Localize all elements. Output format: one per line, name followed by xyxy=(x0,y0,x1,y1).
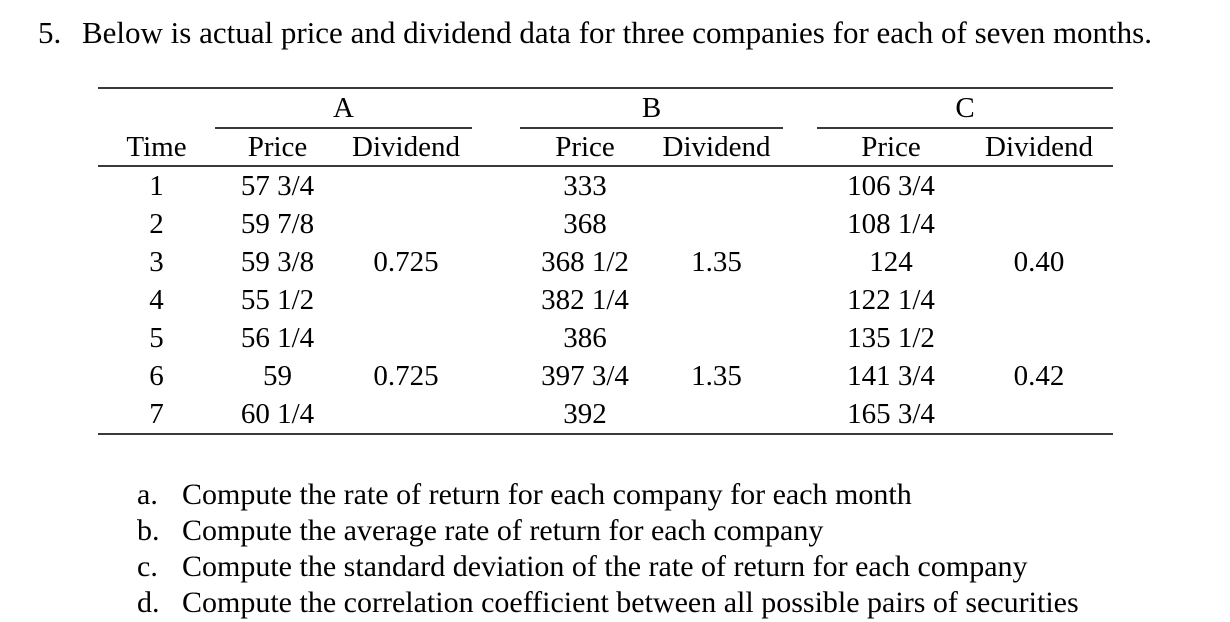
cell-b-price: 368 xyxy=(563,207,607,240)
table-row: 6 59 0.725 397 3/4 1.35 141 3/4 0.42 xyxy=(98,357,1113,395)
cell-time: 4 xyxy=(149,283,164,316)
cell-b-dividend xyxy=(650,395,783,433)
cell-c-price: 124 xyxy=(869,245,913,278)
cell-time: 3 xyxy=(149,245,164,278)
cell-a-dividend xyxy=(340,167,472,205)
header-c-price: Price xyxy=(861,130,921,163)
cell-c-price: 141 3/4 xyxy=(847,359,935,392)
cell-c-dividend xyxy=(965,319,1113,357)
cell-c-dividend xyxy=(965,281,1113,319)
cell-time: 1 xyxy=(149,169,164,202)
question-label: a. xyxy=(137,478,158,511)
cell-a-dividend xyxy=(340,395,472,433)
header-a-price: Price xyxy=(247,130,308,163)
question-item-a: a. Compute the rate of return for each c… xyxy=(137,477,1079,513)
cell-a-price: 56 1/4 xyxy=(240,321,315,354)
cell-a-price: 57 3/4 xyxy=(240,169,315,202)
problem-statement: Below is actual price and dividend data … xyxy=(82,15,1152,50)
question-item-d: d. Compute the correlation coefficient b… xyxy=(137,585,1079,621)
cell-b-price: 392 xyxy=(563,397,607,430)
company-group-row: A B C xyxy=(98,89,1113,129)
header-b-dividend: Dividend xyxy=(662,130,771,163)
cell-c-price: 165 3/4 xyxy=(847,397,935,430)
question-label: c. xyxy=(137,550,158,583)
cell-b-price: 333 xyxy=(563,169,607,202)
cell-a-dividend: 0.725 xyxy=(373,245,439,278)
question-text: Compute the rate of return for each comp… xyxy=(182,478,912,511)
table-row: 1 57 3/4 333 106 3/4 xyxy=(98,167,1113,205)
cell-c-dividend xyxy=(965,395,1113,433)
cell-time: 6 xyxy=(149,359,164,392)
problem-number: 5. xyxy=(38,15,62,50)
table-row: 2 59 7/8 368 108 1/4 xyxy=(98,205,1113,243)
cell-c-price: 108 1/4 xyxy=(847,207,935,240)
question-item-b: b. Compute the average rate of return fo… xyxy=(137,513,1079,549)
header-a-dividend: Dividend xyxy=(352,130,460,163)
cell-a-dividend xyxy=(340,205,472,243)
cell-c-dividend: 0.40 xyxy=(1013,245,1065,278)
cell-b-dividend xyxy=(650,319,783,357)
cell-b-price: 382 1/4 xyxy=(541,283,629,316)
cell-b-dividend: 1.35 xyxy=(691,245,742,278)
question-label: d. xyxy=(137,586,160,619)
header-b-price: Price xyxy=(555,130,615,163)
column-header-row: Time Price Dividend Price Dividend Price… xyxy=(98,129,1113,167)
cell-b-price: 397 3/4 xyxy=(541,359,629,392)
cell-a-dividend: 0.725 xyxy=(373,359,439,392)
question-item-c: c. Compute the standard deviation of the… xyxy=(137,549,1079,585)
question-text: Compute the correlation coefficient betw… xyxy=(182,586,1079,619)
cell-b-price: 368 1/2 xyxy=(541,245,629,278)
cell-c-price: 106 3/4 xyxy=(847,169,935,202)
table-row: 5 56 1/4 386 135 1/2 xyxy=(98,319,1113,357)
question-list: a. Compute the rate of return for each c… xyxy=(137,477,1079,621)
question-label: b. xyxy=(137,514,160,547)
cell-b-dividend xyxy=(650,167,783,205)
header-c-dividend: Dividend xyxy=(985,130,1093,163)
cell-time: 7 xyxy=(149,397,164,430)
cell-a-price: 59 xyxy=(263,359,292,392)
cell-b-dividend xyxy=(650,281,783,319)
cell-b-dividend xyxy=(650,205,783,243)
cell-time: 2 xyxy=(149,207,164,240)
cell-a-dividend xyxy=(340,319,472,357)
table-row: 7 60 1/4 392 165 3/4 xyxy=(98,395,1113,433)
cell-c-dividend xyxy=(965,167,1113,205)
cell-a-dividend xyxy=(340,281,472,319)
cell-a-price: 55 1/2 xyxy=(240,283,315,316)
company-group-b: B xyxy=(520,90,783,129)
cell-b-price: 386 xyxy=(563,321,607,354)
company-group-c: C xyxy=(817,90,1113,129)
header-time: Time xyxy=(126,130,187,163)
cell-c-dividend: 0.42 xyxy=(1013,359,1065,392)
price-dividend-table: A B C Time Price Dividend Price Dividend… xyxy=(98,87,1113,435)
cell-b-dividend: 1.35 xyxy=(691,359,742,392)
question-text: Compute the standard deviation of the ra… xyxy=(182,550,1028,583)
company-group-a: A xyxy=(215,90,472,129)
cell-c-price: 135 1/2 xyxy=(847,321,935,354)
problem-title: 5. Below is actual price and dividend da… xyxy=(38,14,1152,52)
cell-c-dividend xyxy=(965,205,1113,243)
table-row: 4 55 1/2 382 1/4 122 1/4 xyxy=(98,281,1113,319)
question-text: Compute the average rate of return for e… xyxy=(182,514,824,547)
table-row: 3 59 3/8 0.725 368 1/2 1.35 124 0.40 xyxy=(98,243,1113,281)
cell-a-price: 59 7/8 xyxy=(240,207,315,240)
cell-c-price: 122 1/4 xyxy=(847,283,935,316)
cell-a-price: 60 1/4 xyxy=(240,397,315,430)
cell-a-price: 59 3/8 xyxy=(240,245,315,278)
cell-time: 5 xyxy=(149,321,164,354)
